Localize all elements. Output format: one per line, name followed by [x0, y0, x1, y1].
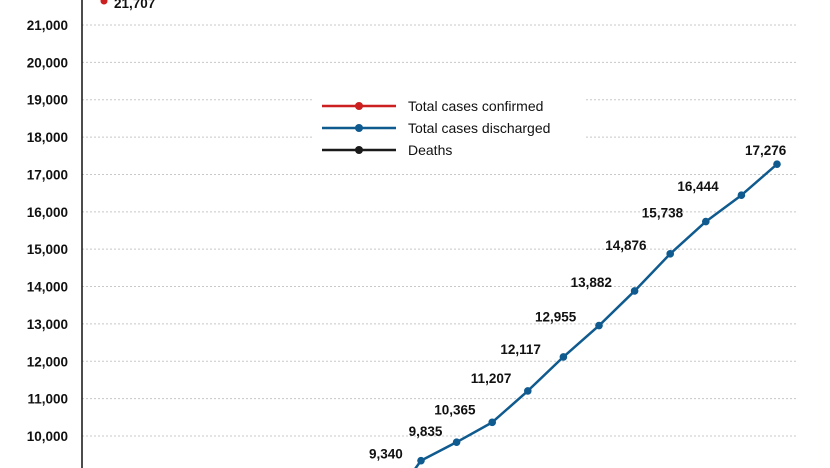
discharged-label: 10,365: [434, 402, 476, 417]
legend-label: Total cases discharged: [408, 120, 550, 136]
data-labels: 21,707 9,340 9,835 10,365 11,207 12,117 12,955…: [114, 0, 787, 462]
legend-label: Deaths: [408, 142, 452, 158]
y-tick-label: 12,000: [27, 354, 68, 369]
legend-swatch-marker: [355, 102, 363, 110]
discharged-point: [666, 250, 674, 258]
discharged-point: [630, 287, 639, 295]
y-tick-label: 14,000: [27, 280, 68, 295]
grid-lines: [82, 24, 796, 437]
confirmed-point: [100, 0, 108, 5]
discharged-label: 13,882: [571, 275, 612, 290]
discharged-point: [524, 387, 532, 395]
discharged-label: 16,444: [677, 179, 719, 194]
y-tick-label: 19,000: [27, 93, 68, 108]
discharged-point: [773, 160, 781, 168]
discharged-label: 15,738: [642, 206, 684, 221]
y-tick-label: 16,000: [27, 205, 68, 220]
discharged-point: [702, 217, 710, 226]
y-axis: 10,000 11,000 12,000 13,000 14,000 15,000 16,0…: [27, 0, 83, 468]
y-tick-label: 20,000: [27, 55, 68, 70]
discharged-label: 12,955: [535, 310, 577, 325]
y-tick-label: 18,000: [27, 130, 68, 145]
discharged-label: 11,207: [471, 371, 512, 386]
legend: Total cases confirmed Total cases dischar…: [312, 92, 586, 162]
discharged-label: 14,876: [605, 238, 647, 253]
y-tick-label: 10,000: [27, 429, 68, 444]
y-tick-label: 13,000: [27, 317, 68, 332]
discharged-label: 9,835: [409, 424, 443, 439]
discharged-point: [417, 456, 425, 465]
discharged-label: 12,117: [500, 342, 541, 357]
legend-swatch-marker: [355, 124, 363, 132]
legend-swatch-marker: [355, 146, 363, 154]
discharged-point: [595, 321, 603, 330]
discharged-point: [737, 191, 746, 200]
legend-label: Total cases confirmed: [408, 98, 543, 114]
y-tick-label: 11,000: [27, 392, 68, 407]
discharged-label: 17,276: [745, 143, 787, 158]
series-lines: [100, 0, 781, 468]
discharged-point: [488, 418, 497, 427]
y-tick-label: 15,000: [27, 242, 68, 257]
discharged-point: [559, 353, 568, 361]
discharged-label: 9,340: [369, 447, 403, 462]
discharged-line: [414, 163, 778, 468]
y-tick-label: 17,000: [27, 167, 68, 182]
y-tick-label: 21,000: [27, 18, 68, 33]
discharged-point: [452, 438, 461, 446]
confirmed-label: 21,707: [114, 0, 155, 11]
